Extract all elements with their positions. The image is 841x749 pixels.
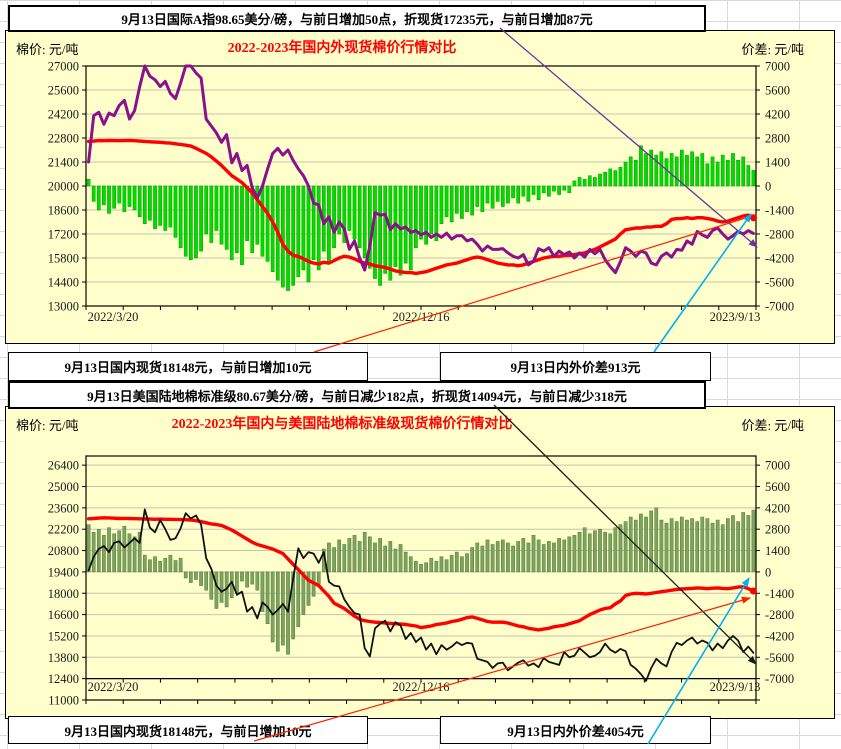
info-box-price-gap-1[interactable]: 9月13日内外价差913元 (440, 352, 711, 381)
svg-text:7000: 7000 (765, 459, 790, 473)
info-box-domestic-spot-1[interactable]: 9月13日国内现货18148元，与前日增加10元 (8, 352, 368, 381)
svg-text:22800: 22800 (48, 132, 79, 146)
svg-text:23600: 23600 (48, 501, 79, 515)
price-chart-plot-1: 27000 25600 24200 22800 21400 20000 18600 17200… (48, 60, 794, 325)
left-axis-unit-label-2: 棉价: 元/吨 (16, 418, 79, 433)
svg-text:20800: 20800 (48, 544, 79, 558)
svg-text:1400: 1400 (765, 156, 790, 170)
info-box-price-gap-2[interactable]: 9月13日内外价差4054元 (440, 716, 711, 744)
svg-text:1400: 1400 (765, 544, 790, 558)
svg-text:-1400: -1400 (765, 204, 794, 218)
svg-text:13800: 13800 (48, 651, 79, 665)
svg-text:16600: 16600 (48, 608, 79, 622)
svg-text:-5600: -5600 (765, 651, 794, 665)
svg-text:11000: 11000 (48, 694, 79, 708)
svg-text:-1400: -1400 (765, 587, 794, 601)
svg-text:2022/12/16: 2022/12/16 (393, 310, 450, 324)
right-axis-unit-label: 价差: 元/吨 (741, 42, 804, 57)
left-axis-unit-label: 棉价: 元/吨 (16, 42, 79, 57)
svg-text:-2800: -2800 (765, 608, 794, 622)
svg-text:18600: 18600 (48, 204, 79, 218)
chart-domestic-vs-international[interactable]: 棉价: 元/吨 2022-2023年国内外现货棉价行情对比 价差: 元/吨 27… (5, 30, 835, 344)
svg-text:24200: 24200 (48, 108, 79, 122)
svg-text:-4200: -4200 (765, 629, 794, 643)
chart-domestic-vs-us-upland[interactable]: 棉价: 元/吨 2022-2023年国内与美国陆地棉标准级现货棉价行情对比 价差… (5, 406, 835, 719)
svg-text:5600: 5600 (765, 480, 790, 494)
svg-text:2800: 2800 (765, 523, 790, 537)
svg-text:0: 0 (765, 565, 771, 579)
svg-text:19400: 19400 (48, 565, 79, 579)
chart-title-1: 2022-2023年国内外现货棉价行情对比 (227, 41, 457, 56)
svg-text:-7000: -7000 (765, 672, 794, 686)
svg-text:21400: 21400 (48, 156, 79, 170)
svg-text:25000: 25000 (48, 480, 79, 494)
svg-text:-7000: -7000 (765, 300, 794, 314)
info-box-domestic-spot-2[interactable]: 9月13日国内现货18148元，与前日增加10元 (8, 716, 368, 744)
svg-text:7000: 7000 (765, 60, 790, 74)
svg-text:2022/12/16: 2022/12/16 (393, 680, 450, 694)
svg-text:5600: 5600 (765, 84, 790, 98)
svg-text:18000: 18000 (48, 587, 79, 601)
svg-text:12400: 12400 (48, 672, 79, 686)
svg-text:26400: 26400 (48, 459, 79, 473)
svg-text:15200: 15200 (48, 629, 79, 643)
svg-text:-2800: -2800 (765, 228, 794, 242)
svg-text:2023/9/13: 2023/9/13 (710, 310, 761, 324)
svg-text:4200: 4200 (765, 108, 790, 122)
svg-text:15800: 15800 (48, 252, 79, 266)
svg-text:22200: 22200 (48, 523, 79, 537)
svg-text:4200: 4200 (765, 501, 790, 515)
svg-text:-5600: -5600 (765, 276, 794, 290)
chart-title-2: 2022-2023年国内与美国陆地棉标准级现货棉价行情对比 (171, 417, 513, 432)
svg-text:20000: 20000 (48, 180, 79, 194)
price-chart-plot-2: 26400 25000 23600 22200 20800 19400 18000 16600… (48, 455, 794, 708)
svg-text:0: 0 (765, 180, 771, 194)
svg-text:-4200: -4200 (765, 252, 794, 266)
svg-text:2022/3/20: 2022/3/20 (88, 680, 139, 694)
info-box-international-a-index[interactable]: 9月13日国际A指98.65美分/磅，与前日增加50点，折现货17235元，与前… (8, 5, 706, 32)
svg-text:27000: 27000 (48, 60, 79, 74)
svg-text:2800: 2800 (765, 132, 790, 146)
right-axis-unit-label-2: 价差: 元/吨 (741, 418, 804, 433)
svg-text:2022/3/20: 2022/3/20 (88, 310, 139, 324)
svg-text:13000: 13000 (48, 300, 79, 314)
info-box-us-upland-cotton[interactable]: 9月13日美国陆地棉标准级80.67美分/磅，与前日减少182点，折现货1409… (8, 381, 706, 409)
svg-text:25600: 25600 (48, 84, 79, 98)
svg-text:2023/9/13: 2023/9/13 (710, 680, 761, 694)
svg-text:14400: 14400 (48, 276, 79, 290)
svg-text:17200: 17200 (48, 228, 79, 242)
